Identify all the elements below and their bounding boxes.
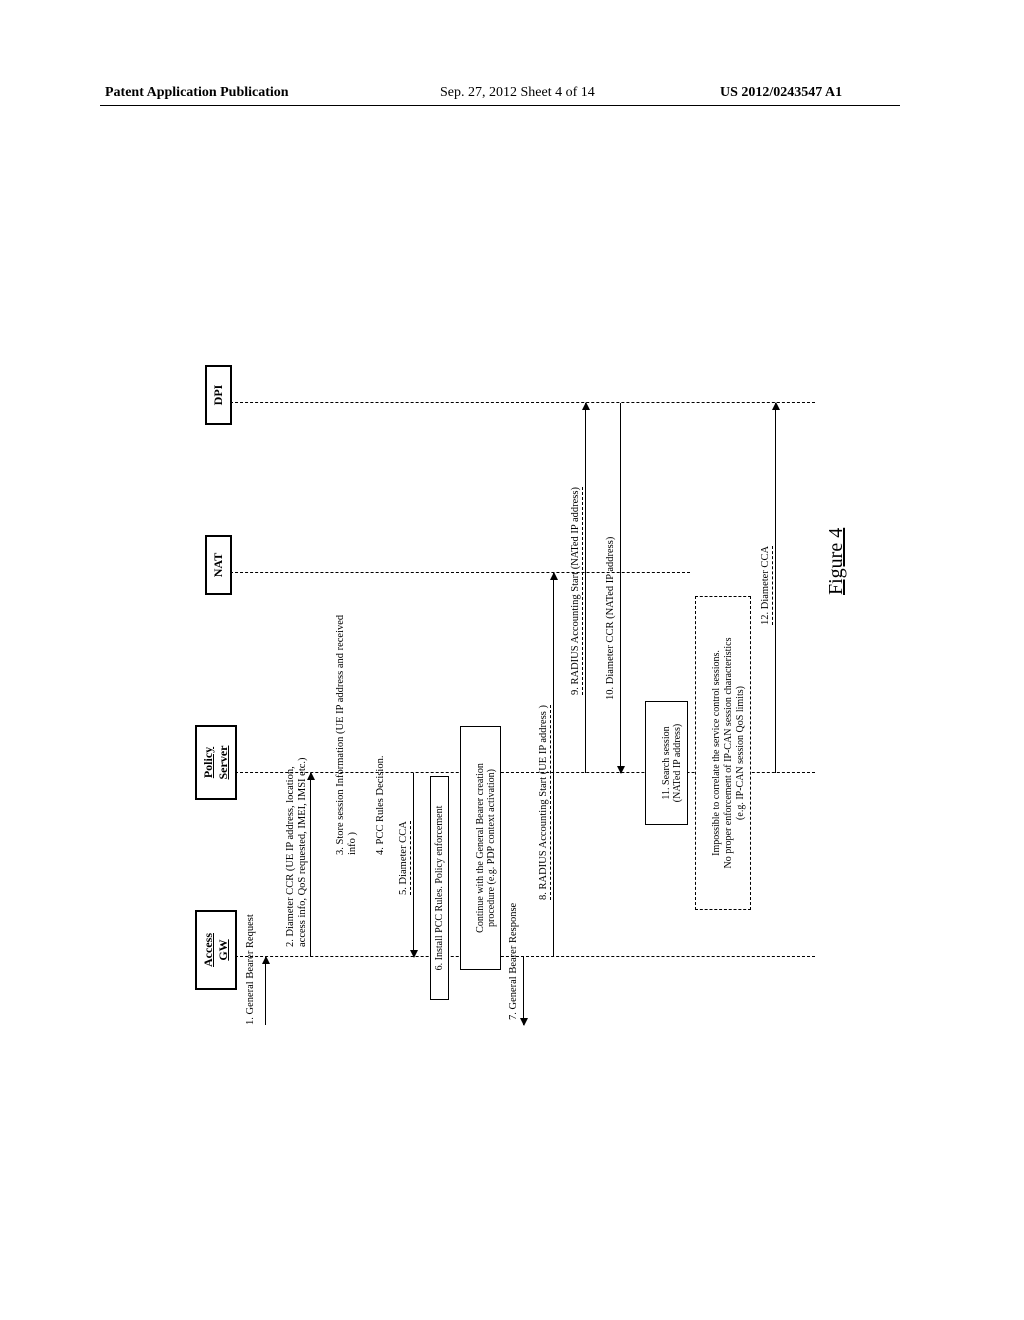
msg-12: 12. Diameter CCA [760,546,773,625]
actor-nat: NAT [205,535,232,595]
msg-4: 4. PCC Rules Decision. [375,756,386,855]
note-m6b: Continue with the General Bearer creatio… [460,726,501,970]
arrow-m12 [775,403,776,773]
sequence-diagram: Access GW Policy Server NAT DPI 1. Gener… [195,315,845,995]
msg-3: 3. Store session Information (UE IP addr… [335,615,358,855]
lifeline-access-gw [235,956,815,957]
actor-access-gw: Access GW [195,910,237,990]
arrow-m2 [310,773,311,957]
msg-10: 10. Diameter CCR (NATed IP address) [605,537,616,700]
arrow-m1 [265,957,266,1025]
figure-caption: Figure 4 [825,528,848,595]
note-m6: 6. Install PCC Rules. Policy enforcement [430,776,449,1000]
header-right: US 2012/0243547 A1 [720,85,842,101]
msg-9: 9. RADIUS Accounting Start (NATed IP add… [570,487,583,695]
note-m11: 11. Search session (NATed IP address) [645,701,688,825]
msg-2: 2. Diameter CCR (UE IP address, location… [285,757,308,947]
header-left: Patent Application Publication [105,85,289,101]
note-m11-impossible: Impossible to correlate the service cont… [695,596,751,910]
arrow-m9 [585,403,586,773]
actor-dpi: DPI [205,365,232,425]
arrow-m7 [523,957,524,1025]
header-center: Sep. 27, 2012 Sheet 4 of 14 [440,85,595,101]
msg-8: 8. RADIUS Accounting Start (UE IP addres… [538,705,551,900]
msg-1: 1. General Bearer Request [245,914,256,1025]
arrow-m5 [413,773,414,957]
msg-7: 7. General Bearer Response [508,903,519,1020]
actor-policy-server: Policy Server [195,725,237,800]
header-rule [100,105,900,106]
lifeline-nat [230,572,690,573]
lifeline-dpi [230,402,815,403]
arrow-m10 [620,403,621,773]
msg-5: 5. Diameter CCA [398,821,411,895]
arrow-m8 [553,573,554,957]
